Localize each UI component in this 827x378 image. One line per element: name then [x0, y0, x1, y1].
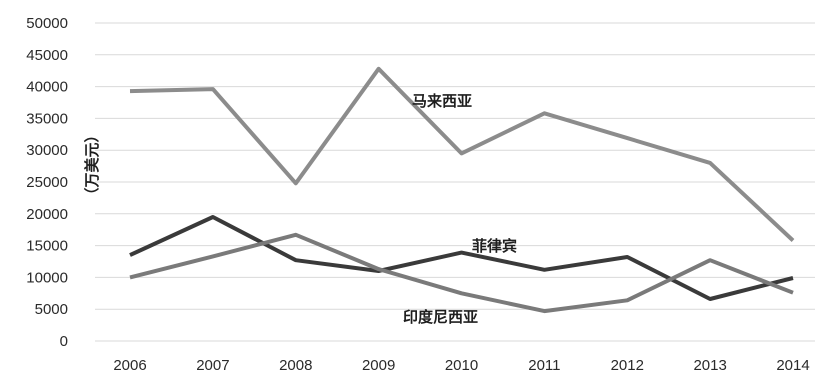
y-tick-labels: 0 5000 10000 15000 20000 25000 30000 35000 40000…: [26, 15, 68, 350]
y-tick-label: 35000: [26, 110, 68, 127]
gridlines: [95, 22, 815, 342]
x-tick-label: 2006: [113, 357, 146, 374]
y-tick-label: 0: [60, 333, 68, 350]
y-axis-label: （万美元）: [83, 127, 101, 202]
x-tick-label: 2011: [528, 357, 560, 374]
series-label-indonesia: 印度尼西亚: [403, 308, 478, 326]
x-tick-label: 2014: [776, 357, 809, 374]
y-tick-label: 30000: [26, 142, 68, 159]
x-tick-label: 2010: [445, 357, 478, 374]
y-tick-label: 20000: [26, 206, 68, 223]
series-label-philippines: 菲律宾: [472, 237, 517, 255]
x-tick-label: 2008: [279, 357, 312, 374]
y-tick-label: 5000: [35, 301, 68, 318]
y-tick-label: 15000: [26, 238, 68, 255]
y-tick-label: 25000: [26, 174, 68, 191]
series-line-1: [129, 215, 794, 301]
x-tick-label: 2007: [196, 357, 229, 374]
series-lines: [129, 66, 795, 314]
y-tick-label: 45000: [26, 47, 68, 64]
series-line-2: [129, 232, 794, 314]
x-tick-label: 2013: [693, 357, 726, 374]
y-tick-label: 10000: [26, 269, 68, 286]
y-tick-label: 40000: [26, 79, 68, 96]
x-tick-labels: 2006 2007 2008 2009 2010 2011 2012 2013 2014: [113, 357, 809, 374]
series-label-malaysia: 马来西亚: [412, 92, 472, 110]
y-tick-label: 50000: [26, 15, 68, 32]
x-tick-label: 2012: [611, 357, 644, 374]
x-tick-label: 2009: [362, 357, 395, 374]
